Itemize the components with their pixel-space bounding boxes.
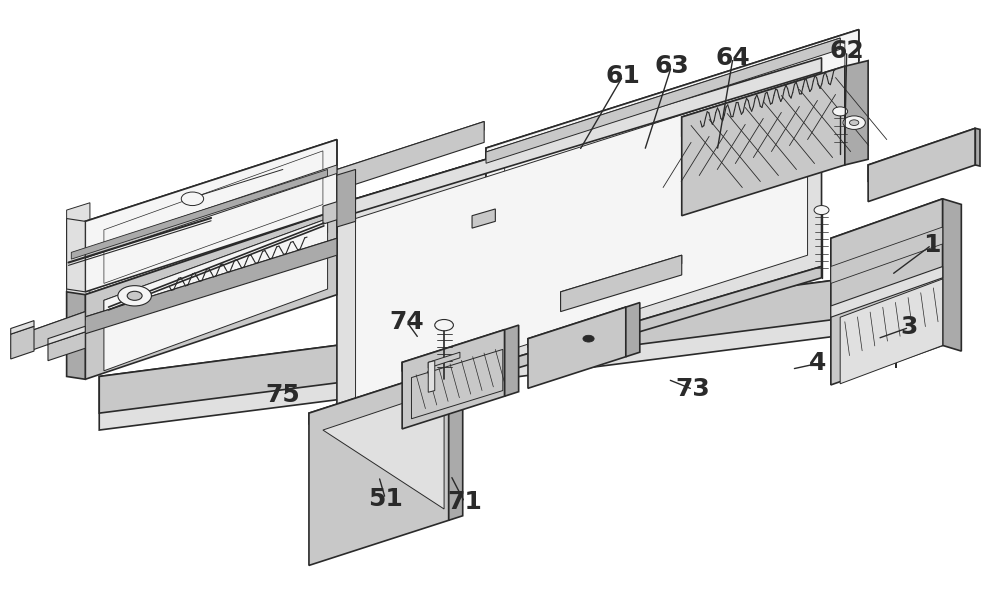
Polygon shape (868, 129, 975, 202)
Polygon shape (868, 129, 975, 182)
Polygon shape (85, 210, 337, 317)
Polygon shape (48, 332, 85, 361)
Polygon shape (67, 292, 85, 379)
Polygon shape (486, 38, 840, 163)
Text: 51: 51 (368, 487, 403, 511)
Polygon shape (337, 58, 822, 411)
Polygon shape (323, 390, 444, 509)
Text: 75: 75 (265, 383, 300, 407)
Polygon shape (402, 330, 505, 429)
Polygon shape (11, 321, 34, 334)
Polygon shape (449, 364, 463, 520)
Polygon shape (337, 170, 356, 227)
Polygon shape (975, 129, 980, 166)
Polygon shape (29, 312, 85, 340)
Polygon shape (67, 203, 90, 305)
Polygon shape (682, 66, 845, 137)
Polygon shape (411, 349, 503, 419)
Polygon shape (481, 97, 840, 241)
Polygon shape (356, 75, 808, 399)
Polygon shape (337, 58, 822, 227)
Polygon shape (528, 307, 626, 347)
Text: 61: 61 (606, 64, 640, 88)
Circle shape (833, 107, 848, 116)
Polygon shape (528, 307, 626, 389)
Polygon shape (845, 61, 868, 165)
Text: 1: 1 (923, 233, 940, 257)
Polygon shape (337, 58, 822, 218)
Polygon shape (337, 121, 484, 190)
Polygon shape (402, 330, 505, 371)
Polygon shape (682, 66, 845, 216)
Circle shape (127, 292, 142, 300)
Text: 63: 63 (654, 54, 689, 79)
Circle shape (849, 120, 859, 126)
Circle shape (181, 192, 204, 205)
Polygon shape (85, 140, 337, 292)
Polygon shape (344, 77, 812, 396)
Text: 64: 64 (716, 46, 750, 70)
Polygon shape (48, 238, 337, 337)
Polygon shape (472, 209, 495, 228)
Polygon shape (626, 303, 640, 357)
Polygon shape (486, 38, 840, 159)
Polygon shape (104, 151, 323, 283)
Polygon shape (481, 97, 840, 227)
Polygon shape (85, 165, 337, 258)
Polygon shape (831, 199, 943, 385)
Polygon shape (309, 368, 449, 424)
Text: 3: 3 (900, 315, 918, 339)
Polygon shape (323, 199, 346, 224)
Text: 74: 74 (389, 310, 424, 334)
Text: 62: 62 (829, 39, 864, 63)
Polygon shape (99, 272, 896, 413)
Polygon shape (428, 361, 435, 392)
Polygon shape (428, 352, 460, 368)
Polygon shape (505, 41, 845, 207)
Text: 71: 71 (447, 490, 482, 514)
Polygon shape (309, 368, 449, 565)
Polygon shape (48, 326, 85, 345)
Polygon shape (561, 255, 682, 300)
Polygon shape (505, 325, 519, 396)
Polygon shape (943, 199, 961, 351)
Circle shape (843, 116, 865, 130)
Polygon shape (104, 218, 328, 314)
Polygon shape (486, 30, 859, 176)
Polygon shape (337, 267, 822, 422)
Circle shape (814, 205, 829, 215)
Text: 73: 73 (676, 377, 710, 402)
Polygon shape (840, 279, 943, 384)
Circle shape (435, 320, 453, 331)
Polygon shape (831, 267, 943, 317)
Polygon shape (11, 326, 34, 359)
Polygon shape (486, 30, 859, 221)
Polygon shape (831, 227, 943, 283)
Polygon shape (48, 238, 337, 346)
Polygon shape (561, 255, 682, 312)
Polygon shape (99, 272, 896, 430)
Polygon shape (67, 218, 85, 292)
Circle shape (583, 336, 594, 342)
Polygon shape (337, 121, 484, 178)
Polygon shape (85, 210, 337, 379)
Circle shape (118, 286, 151, 306)
Polygon shape (831, 199, 943, 267)
Polygon shape (71, 170, 328, 259)
Polygon shape (104, 218, 328, 371)
Polygon shape (29, 312, 85, 351)
Polygon shape (85, 140, 337, 247)
Text: 4: 4 (809, 352, 826, 375)
